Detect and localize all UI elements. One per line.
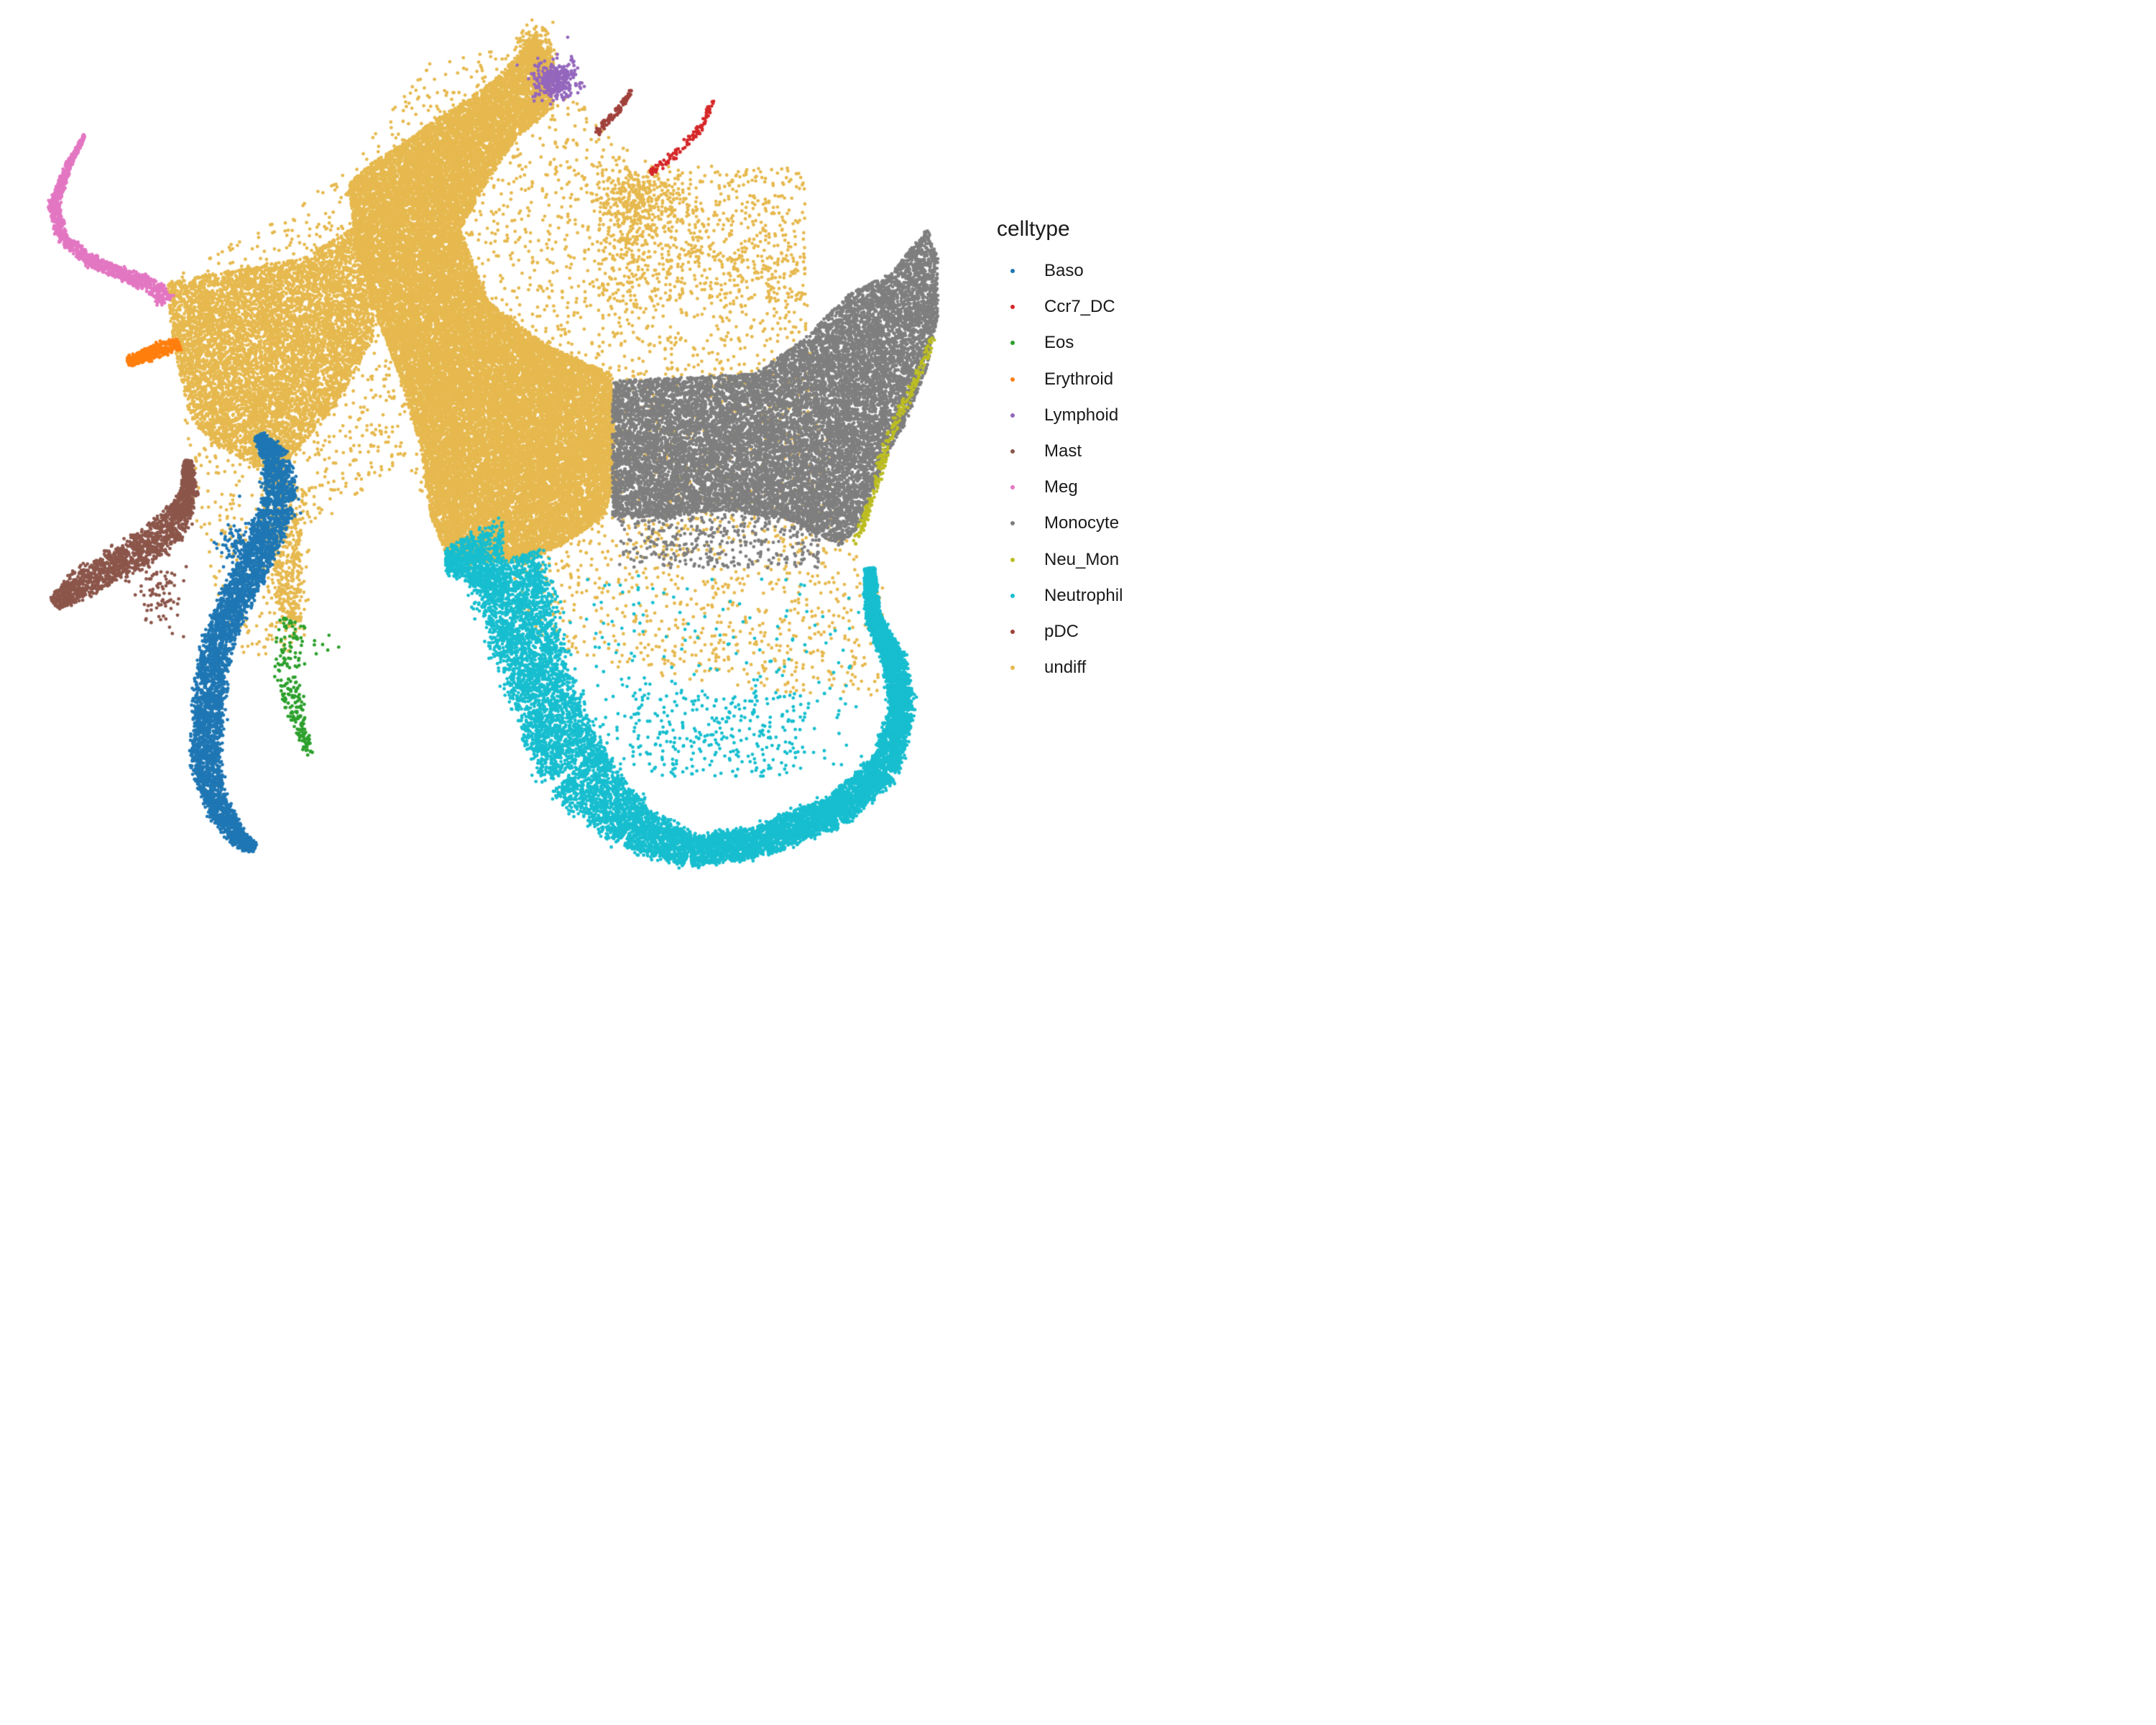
legend-key-pdc (1010, 629, 1015, 634)
legend-key-meg (1010, 485, 1015, 490)
legend-item: Neu_Mon (997, 542, 1127, 578)
legend-items: Baso Ccr7_DC Eos Erythroid Lymphoid Mast Meg Mo… (997, 253, 1127, 686)
legend-key-neu-mon (1010, 557, 1015, 562)
legend-item: Eos (997, 325, 1127, 361)
legend-key-lymphoid (1010, 413, 1015, 418)
legend-item: Baso (997, 253, 1127, 289)
legend-key-undiff (1010, 666, 1015, 671)
legend-key-neutrophil (1010, 593, 1015, 598)
legend-label: Neu_Mon (1044, 549, 1120, 569)
legend-item: Neutrophil (997, 578, 1127, 614)
scatter-plot-canvas (0, 0, 985, 901)
legend-label: Neutrophil (1044, 585, 1123, 605)
legend-label: Baso (1044, 261, 1084, 280)
legend-label: Erythroid (1044, 369, 1114, 389)
chart-stage: celltype Baso Ccr7_DC Eos Erythroid Lymphoid… (0, 0, 1127, 901)
legend-label: Ccr7_DC (1044, 297, 1115, 317)
legend-key-ccr7-dc (1010, 305, 1015, 310)
legend-item: Mast (997, 433, 1127, 469)
legend-item: undiff (997, 650, 1127, 686)
legend-key-mast (1010, 448, 1015, 454)
legend-item: Monocyte (997, 505, 1127, 541)
legend-key-eos (1010, 341, 1015, 346)
legend-key-monocyte (1010, 521, 1015, 526)
legend-item: Erythroid (997, 362, 1127, 397)
legend-label: pDC (1044, 621, 1079, 641)
legend-key-erythroid (1010, 377, 1015, 382)
legend-item: Meg (997, 469, 1127, 505)
legend-item: Lymphoid (997, 397, 1127, 433)
legend-label: Eos (1044, 333, 1074, 353)
legend-item: pDC (997, 614, 1127, 650)
legend-title: celltype (997, 217, 1070, 241)
legend-label: Lymphoid (1044, 405, 1119, 425)
legend-label: Mast (1044, 441, 1082, 461)
legend-key-baso (1010, 269, 1015, 273)
legend: celltype Baso Ccr7_DC Eos Erythroid Lymphoid… (997, 216, 1127, 686)
legend-item: Ccr7_DC (997, 289, 1127, 325)
legend-label: Monocyte (1044, 513, 1120, 533)
legend-label: Meg (1044, 477, 1078, 497)
legend-label: undiff (1044, 658, 1087, 678)
